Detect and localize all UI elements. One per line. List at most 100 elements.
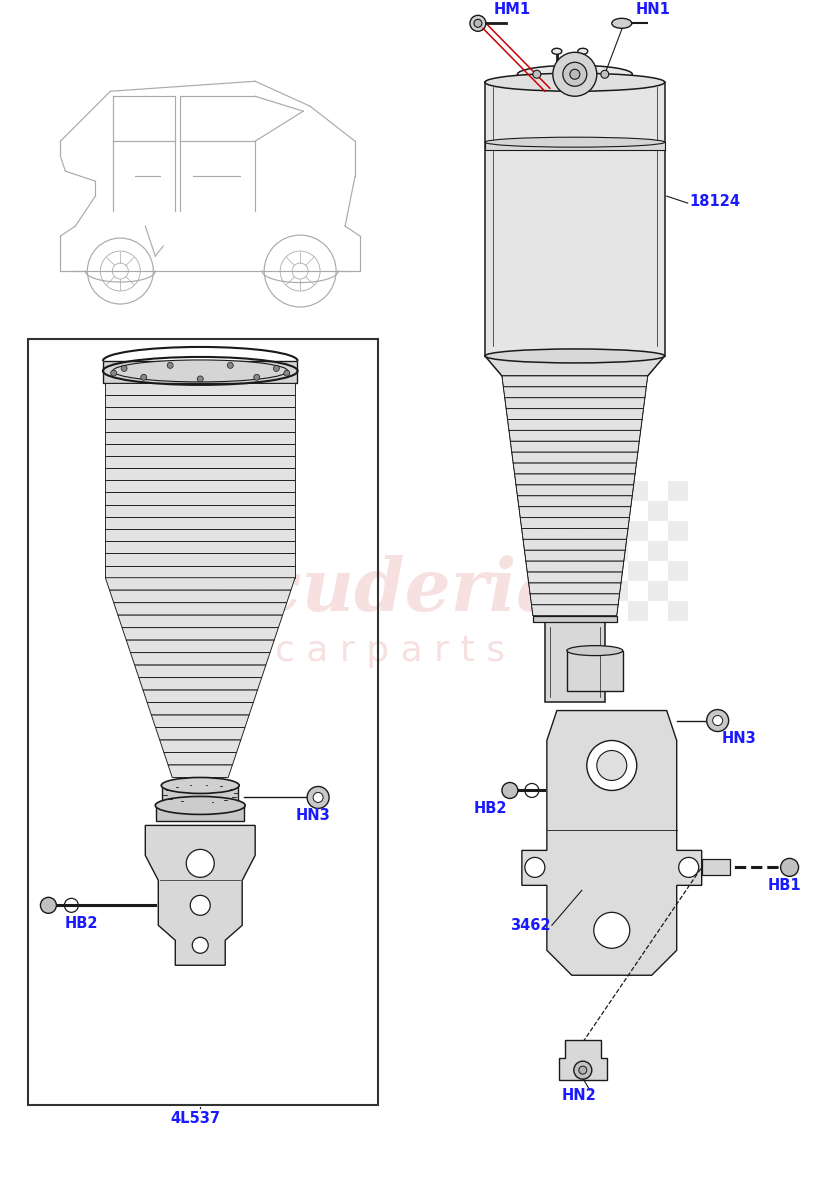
Polygon shape [647, 541, 668, 560]
Polygon shape [106, 407, 295, 420]
Polygon shape [627, 481, 647, 500]
Circle shape [553, 53, 597, 96]
Circle shape [197, 376, 204, 382]
Polygon shape [520, 517, 629, 528]
Polygon shape [106, 529, 295, 541]
Polygon shape [567, 650, 622, 690]
Circle shape [284, 370, 290, 376]
Polygon shape [516, 485, 634, 496]
Polygon shape [588, 521, 607, 541]
Circle shape [186, 850, 214, 877]
Polygon shape [701, 859, 730, 875]
Polygon shape [135, 665, 266, 678]
Ellipse shape [161, 778, 239, 793]
Text: HN3: HN3 [721, 731, 756, 746]
Polygon shape [106, 565, 295, 577]
Polygon shape [130, 653, 270, 665]
Polygon shape [106, 541, 295, 553]
Circle shape [253, 374, 260, 380]
Polygon shape [510, 442, 639, 452]
Circle shape [273, 366, 279, 372]
Text: 3462: 3462 [510, 918, 550, 932]
Polygon shape [106, 517, 295, 529]
Polygon shape [509, 431, 641, 442]
Circle shape [570, 70, 580, 79]
Polygon shape [504, 386, 647, 397]
Polygon shape [588, 601, 607, 620]
Polygon shape [106, 505, 295, 517]
Circle shape [579, 1066, 587, 1074]
Polygon shape [647, 581, 668, 601]
Ellipse shape [518, 65, 632, 83]
Polygon shape [106, 492, 295, 505]
Polygon shape [106, 553, 295, 565]
Polygon shape [508, 420, 642, 431]
Polygon shape [485, 83, 665, 356]
Circle shape [474, 19, 482, 28]
Polygon shape [532, 605, 618, 616]
Ellipse shape [518, 72, 632, 90]
Text: HN3: HN3 [295, 808, 330, 823]
Polygon shape [168, 764, 233, 778]
Circle shape [167, 362, 173, 368]
Circle shape [470, 16, 486, 31]
Polygon shape [162, 786, 238, 802]
Polygon shape [110, 590, 291, 602]
Polygon shape [519, 506, 631, 517]
Polygon shape [627, 560, 647, 581]
Polygon shape [647, 500, 668, 521]
Polygon shape [106, 444, 295, 456]
Polygon shape [568, 581, 588, 601]
Text: HM1: HM1 [494, 2, 531, 17]
Polygon shape [118, 616, 283, 628]
Polygon shape [502, 376, 647, 386]
Bar [28, 338, 378, 1105]
Ellipse shape [113, 360, 288, 382]
Polygon shape [530, 594, 620, 605]
Polygon shape [106, 395, 295, 407]
Ellipse shape [578, 48, 588, 54]
Polygon shape [548, 560, 568, 581]
Circle shape [190, 895, 210, 916]
Polygon shape [627, 521, 647, 541]
Text: HB1: HB1 [768, 878, 801, 893]
Text: HN1: HN1 [636, 2, 671, 17]
Polygon shape [523, 539, 627, 551]
Polygon shape [627, 601, 647, 620]
Polygon shape [526, 562, 624, 572]
Polygon shape [522, 528, 628, 539]
Text: HB2: HB2 [474, 800, 508, 816]
Ellipse shape [485, 73, 665, 91]
Circle shape [679, 857, 699, 877]
Polygon shape [533, 616, 617, 622]
Circle shape [313, 792, 323, 803]
Polygon shape [588, 560, 607, 581]
Polygon shape [164, 752, 237, 764]
Polygon shape [156, 805, 244, 822]
Circle shape [525, 857, 545, 877]
Polygon shape [514, 474, 635, 485]
Ellipse shape [155, 797, 245, 815]
Circle shape [121, 366, 127, 372]
Polygon shape [151, 715, 249, 727]
Polygon shape [522, 710, 701, 976]
Polygon shape [103, 361, 297, 383]
Circle shape [587, 740, 637, 791]
Polygon shape [518, 74, 632, 83]
Polygon shape [568, 541, 588, 560]
Polygon shape [548, 481, 568, 500]
Polygon shape [126, 640, 274, 653]
Polygon shape [607, 581, 627, 601]
Circle shape [192, 937, 209, 953]
Circle shape [780, 858, 799, 876]
Polygon shape [106, 468, 295, 480]
Polygon shape [145, 826, 255, 965]
Ellipse shape [567, 646, 622, 655]
Polygon shape [558, 1040, 607, 1080]
Circle shape [706, 709, 729, 732]
Polygon shape [518, 496, 632, 506]
Polygon shape [568, 500, 588, 521]
Ellipse shape [485, 349, 665, 362]
Polygon shape [160, 740, 241, 752]
Ellipse shape [612, 18, 632, 29]
